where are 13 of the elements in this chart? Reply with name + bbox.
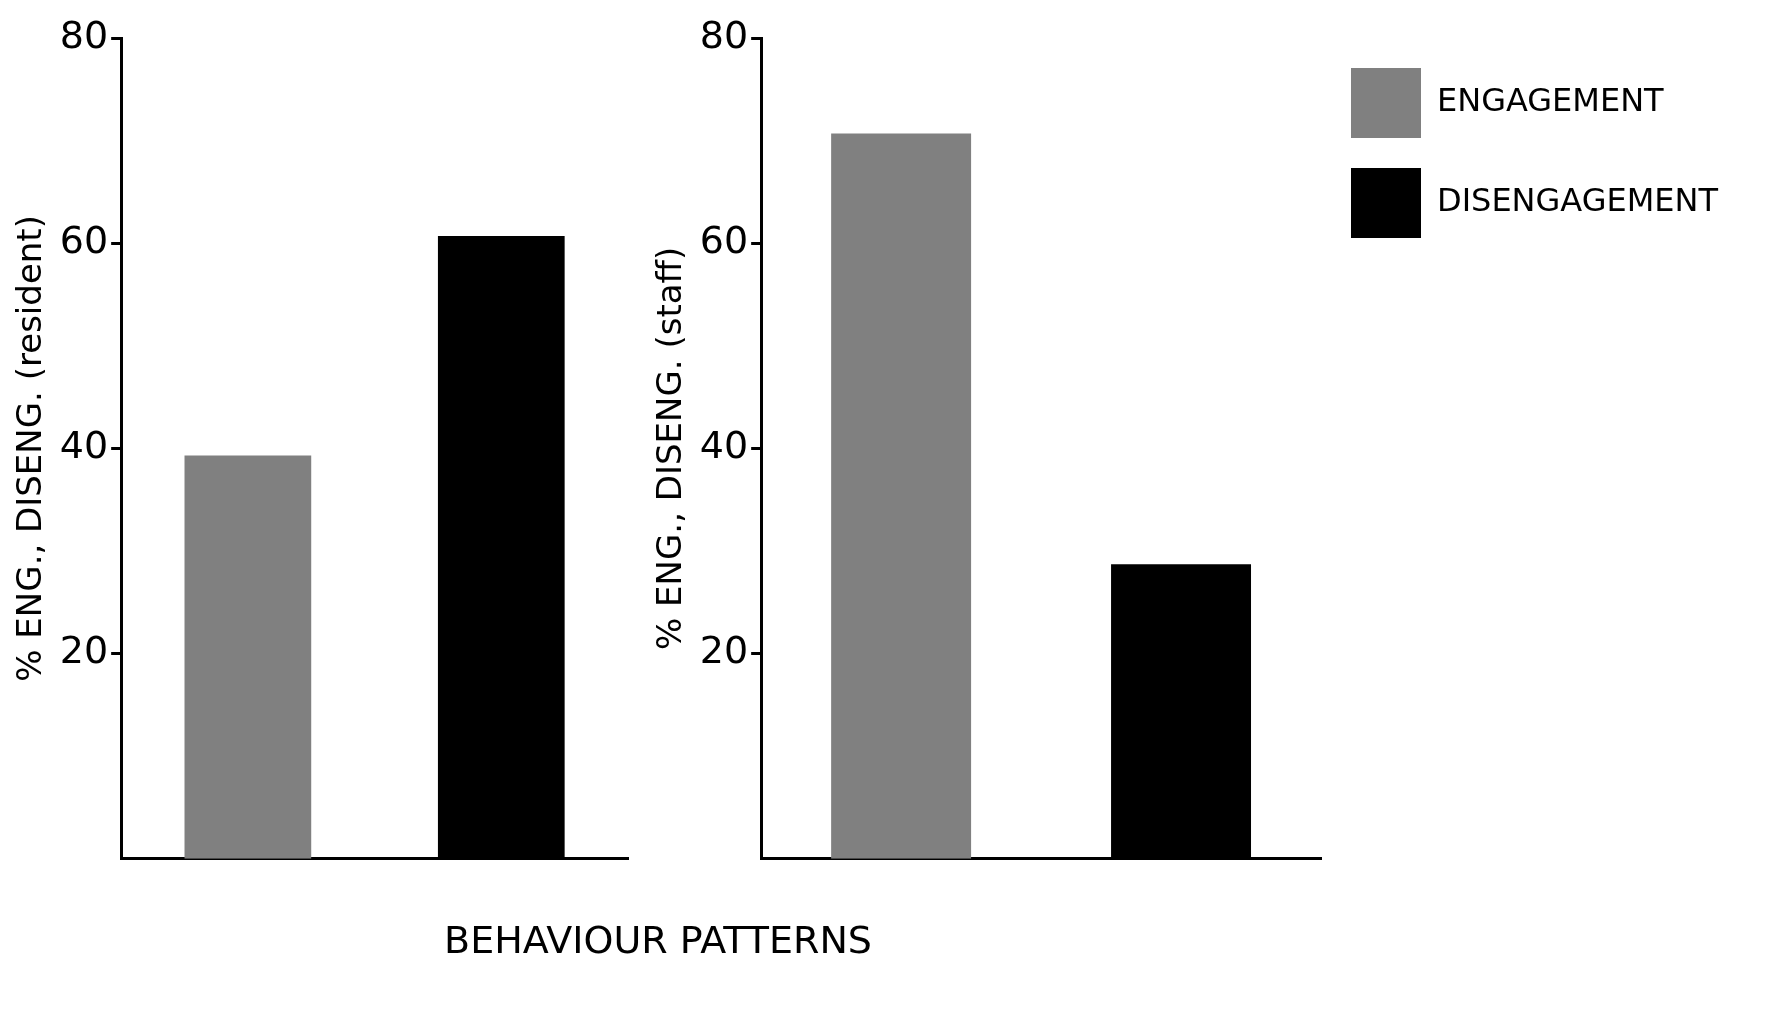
- y-tick-label: 20: [59, 628, 109, 673]
- legend-label: ENGAGEMENT: [1437, 81, 1665, 120]
- y-axis-title: % ENG., DISENG. (staff): [649, 246, 690, 651]
- y-tick-label: 80: [59, 12, 109, 57]
- legend-label: DISENGAGEMENT: [1437, 181, 1719, 220]
- y-tick-label: 80: [699, 12, 749, 57]
- y-tick-label: 60: [59, 218, 109, 263]
- x-axis-title: BEHAVIOUR PATTERNS: [443, 918, 873, 962]
- y-tick-label: 60: [699, 218, 749, 263]
- y-tick-label: 40: [59, 423, 109, 468]
- y-tick-label: 40: [699, 423, 749, 468]
- y-axis-title: % ENG., DISENG. (resident): [9, 215, 50, 682]
- y-tick-label: 20: [699, 628, 749, 673]
